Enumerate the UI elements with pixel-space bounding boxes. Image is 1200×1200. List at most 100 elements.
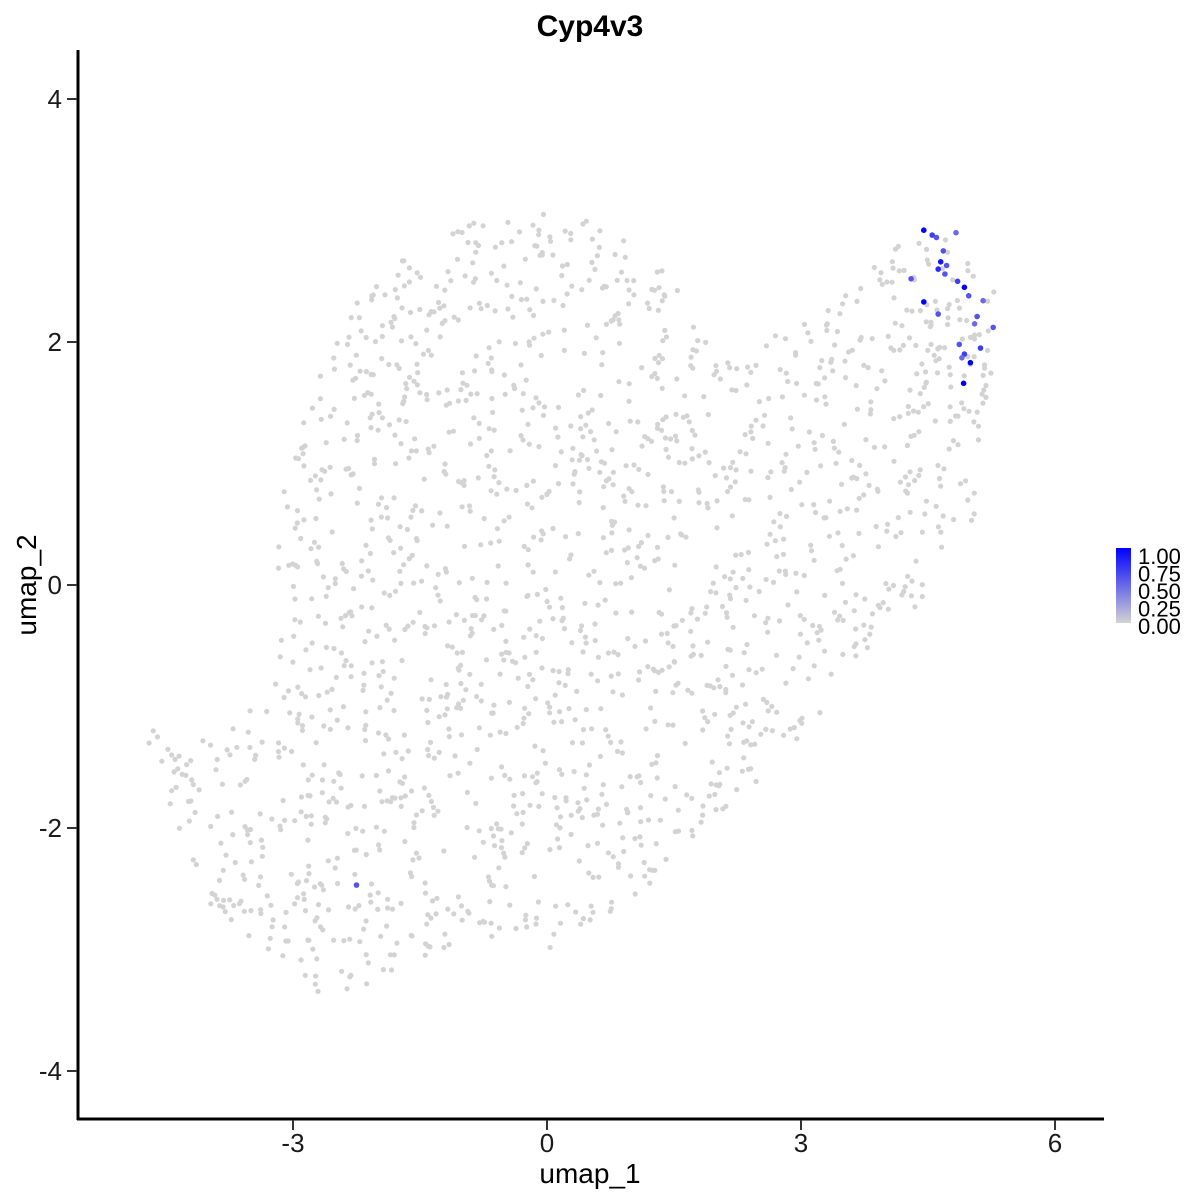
cell-point [909, 578, 915, 584]
cell-point [898, 530, 904, 536]
expressing-cell-point [974, 313, 980, 320]
cell-point [438, 694, 444, 700]
cell-point [637, 834, 643, 840]
cell-point [449, 644, 455, 650]
cell-point [552, 463, 559, 469]
cell-point [338, 615, 344, 621]
cell-point [729, 513, 735, 519]
cell-point [598, 706, 604, 712]
x-tick-label: 6 [1048, 1128, 1062, 1158]
cell-point [588, 671, 594, 677]
cell-point [290, 659, 296, 665]
cell-point [863, 471, 869, 477]
cell-point [664, 630, 670, 637]
cell-point [840, 651, 846, 658]
cell-point [333, 674, 339, 681]
cell-point [816, 637, 822, 643]
cell-point [660, 417, 666, 423]
cell-point [379, 415, 385, 421]
cell-point [689, 606, 695, 612]
expressing-cell-point [965, 293, 972, 299]
cell-point [558, 449, 564, 455]
cell-point [698, 652, 704, 659]
x-tick-label: 3 [794, 1128, 808, 1158]
cell-point [425, 719, 431, 726]
cell-point [299, 691, 305, 697]
cell-point [596, 244, 602, 250]
cell-point [242, 876, 248, 882]
cell-point [580, 221, 586, 227]
cell-point [431, 443, 437, 449]
cell-point [947, 372, 953, 378]
cell-point [701, 394, 707, 400]
cell-point [696, 500, 702, 506]
cell-point [750, 435, 756, 441]
cell-point [823, 401, 829, 407]
cell-point [890, 265, 896, 271]
cell-point [971, 354, 977, 360]
cell-point [816, 623, 823, 629]
cell-point [572, 469, 578, 475]
cell-point [311, 539, 318, 545]
cell-point [871, 264, 877, 271]
cell-point [579, 740, 586, 746]
cell-point [853, 653, 859, 659]
cell-point [491, 427, 497, 433]
cell-point [369, 605, 375, 611]
cell-point [516, 229, 523, 235]
cell-point [837, 613, 843, 619]
cell-point [763, 343, 770, 349]
cell-point [635, 502, 641, 508]
cell-point [424, 397, 430, 403]
cell-point [896, 268, 902, 274]
cell-point [609, 518, 615, 525]
cell-point [576, 457, 583, 463]
cell-point [682, 740, 688, 747]
cell-point [684, 413, 690, 419]
cell-point [329, 529, 335, 535]
cell-point [689, 427, 695, 434]
cell-point [363, 722, 369, 728]
cell-point [419, 578, 425, 584]
cell-point [460, 697, 466, 703]
cell-point [575, 800, 581, 806]
cell-point [345, 830, 351, 837]
cell-point [292, 596, 298, 602]
cell-point [839, 580, 846, 587]
cell-point [488, 448, 494, 454]
cell-point [511, 792, 517, 799]
expressing-cell-point [921, 299, 927, 305]
cell-point [917, 391, 923, 397]
cell-point [957, 481, 964, 487]
cell-point [426, 792, 432, 799]
cell-point [401, 562, 407, 568]
cell-point [253, 752, 259, 759]
cell-point [568, 552, 574, 558]
cell-point [717, 684, 723, 690]
cell-point [849, 347, 855, 353]
cell-point [586, 277, 592, 283]
cell-point [744, 382, 750, 388]
cell-point [619, 692, 626, 698]
cell-point [424, 391, 430, 398]
cell-point [715, 677, 721, 683]
cell-point [933, 503, 939, 509]
cell-point [655, 669, 662, 676]
cell-point [636, 773, 642, 779]
cell-point [783, 370, 789, 376]
y-tick-label: 2 [48, 327, 62, 357]
cell-point [690, 347, 696, 353]
cell-point [214, 896, 220, 902]
cell-point [386, 626, 392, 632]
cell-point [899, 323, 905, 329]
cell-point [927, 324, 933, 330]
cell-point [510, 314, 516, 320]
cell-point [619, 750, 626, 756]
cell-point [464, 382, 470, 388]
cell-point [689, 456, 695, 462]
cell-point [415, 370, 421, 376]
cell-point [476, 828, 482, 834]
cell-point [810, 622, 816, 629]
cell-point [392, 287, 398, 293]
cell-point [823, 515, 829, 521]
